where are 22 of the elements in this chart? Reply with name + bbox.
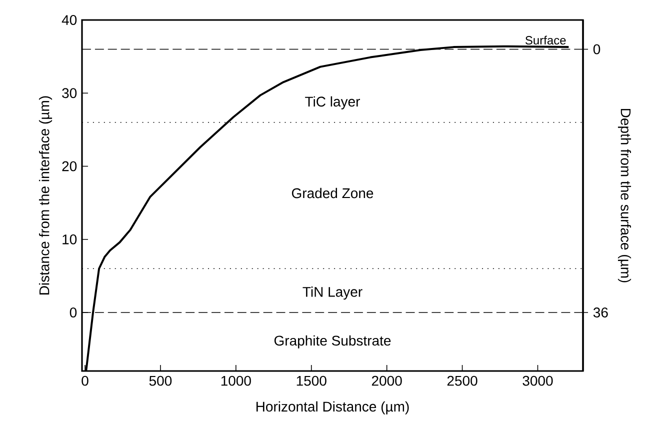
x-tick-label: 2000 xyxy=(372,376,402,386)
ref-line-label: Surface xyxy=(525,36,566,45)
y2-axis-title: Depth from the surface (µm) xyxy=(618,108,632,282)
annotation: Graded Zone xyxy=(292,188,374,198)
x-tick-label: 2500 xyxy=(447,376,478,386)
y-tick-label: 30 xyxy=(62,88,77,98)
x-tick-label: 1500 xyxy=(296,376,326,386)
x-tick-label: 500 xyxy=(149,376,172,386)
annotation: Graphite Substrate xyxy=(274,335,391,348)
y-tick-label: 0 xyxy=(70,308,77,318)
y2-tick-label: 0 xyxy=(593,44,600,54)
x-axis-title: Horizontal Distance (µm) xyxy=(256,401,409,414)
annotation: TiN Layer xyxy=(302,286,362,300)
x-tick-label: 0 xyxy=(82,376,88,386)
x-tick-label: 3000 xyxy=(522,376,553,386)
y-axis-title: Distance from the interface (µm) xyxy=(38,96,52,294)
x-tick-label: 1000 xyxy=(221,376,251,386)
y2-tick-label: 36 xyxy=(593,308,608,318)
y-tick-label: 10 xyxy=(62,234,77,244)
y-tick-label: 40 xyxy=(62,15,77,25)
y-tick-label: 20 xyxy=(62,161,77,172)
annotation: TiC layer xyxy=(305,96,360,110)
